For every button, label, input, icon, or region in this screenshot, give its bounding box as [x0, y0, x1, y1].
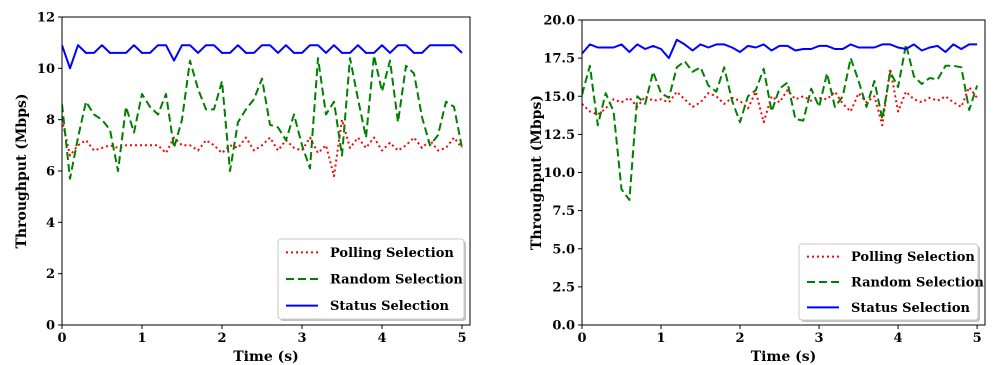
y-tick-label: 5.0: [552, 242, 575, 257]
x-tick-label: 2: [736, 331, 745, 346]
x-tick-label: 5: [457, 331, 466, 346]
x-tick-label: 0: [57, 331, 66, 346]
legend-label: Status Selection: [330, 299, 450, 314]
y-tick-label: 12: [37, 11, 55, 26]
y-tick-label: 0: [46, 319, 55, 334]
x-axis-label: Time (s): [751, 349, 816, 365]
x-axis-label: Time (s): [233, 349, 298, 365]
legend-label: Random Selection: [330, 273, 463, 288]
chart-2: 0 1 2 3 4 5 0.0 2.5 5.0 7.5 10.0 12.5 15.0 17.5 20.0 Ti…: [529, 14, 986, 365]
y-tick-label: 17.5: [543, 52, 575, 67]
x-tick-label: 5: [973, 331, 982, 346]
legend: Polling Selection Random Selection Status …: [277, 238, 466, 321]
legend-label: Polling Selection: [851, 250, 975, 265]
y-tick-label: 2.5: [552, 280, 575, 295]
series-line-polling-selection: [62, 118, 463, 178]
y-tick-label: 20.0: [543, 14, 575, 29]
legend-label: Polling Selection: [330, 246, 454, 261]
x-tick-label: 1: [137, 331, 146, 346]
x-tick-label: 3: [815, 331, 824, 346]
legend-box: [277, 238, 465, 320]
legend-label: Random Selection: [851, 276, 984, 291]
series-lines: [582, 38, 979, 201]
legend: Polling Selection Random Selection Status …: [798, 243, 984, 322]
x-tick-label: 4: [894, 331, 903, 346]
y-tick-label: 4: [46, 216, 55, 231]
y-tick-label: 12.5: [543, 128, 575, 143]
series-line-random-selection: [582, 43, 979, 201]
y-tick-label: 10.0: [543, 166, 575, 181]
x-tick-label: 1: [656, 331, 665, 346]
y-tick-label: 8: [46, 113, 55, 128]
legend-label: Status Selection: [851, 301, 971, 316]
y-tick-label: 10: [37, 62, 55, 77]
x-tick-label: 3: [297, 331, 306, 346]
y-tick-label: 15.0: [543, 90, 575, 105]
x-tick-label: 4: [377, 331, 386, 346]
y-tick-label: 0.0: [552, 319, 575, 334]
series-line-random-selection: [62, 54, 463, 180]
series-line-status-selection: [582, 38, 978, 60]
series-lines: [62, 44, 463, 180]
y-axis-label: Throughput (Mbps): [529, 95, 545, 250]
x-tick-label: 0: [577, 331, 586, 346]
y-axis-label: Throughput (Mbps): [14, 94, 30, 249]
legend-box: [798, 243, 979, 321]
y-tick-label: 6: [46, 165, 55, 180]
series-line-polling-selection: [582, 67, 978, 127]
x-tick-label: 2: [217, 331, 226, 346]
y-tick-label: 7.5: [552, 204, 575, 219]
y-tick-label: 2: [46, 267, 55, 282]
series-line-status-selection: [62, 44, 463, 70]
